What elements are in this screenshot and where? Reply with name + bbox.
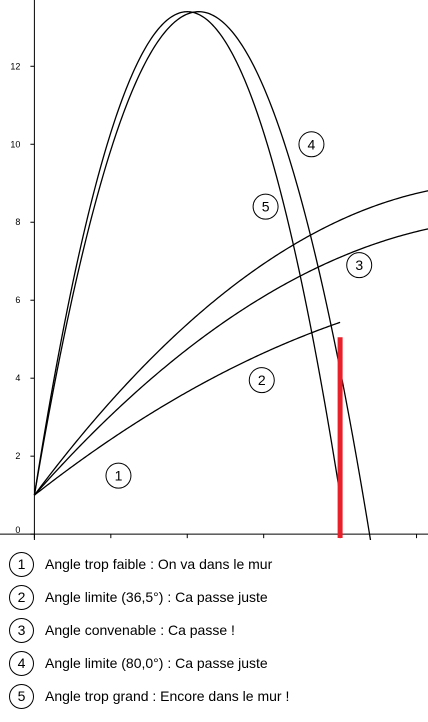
legend-item-5: 5 Angle trop grand : Encore dans le mur … (0, 680, 289, 712)
legend-number-circle: 3 (9, 617, 34, 643)
trajectory-3 (33, 190, 428, 496)
legend-number-circle: 1 (9, 551, 34, 577)
legend-text: Angle limite (80,0°) : Ca passe juste (45, 655, 268, 671)
legend-item-3: 3 Angle convenable : Ca passe ! (0, 614, 235, 646)
curve-label-3: 3 (355, 257, 363, 273)
legend-text: Angle convenable : Ca passe ! (45, 622, 235, 638)
curve-label-circle-1 (105, 462, 132, 489)
legend-text: Angle trop grand : Encore dans le mur ! (45, 688, 290, 704)
trajectory-5 (33, 11, 341, 496)
curve-label-5: 5 (262, 199, 270, 215)
y-tick-label: 12 (10, 61, 20, 71)
curve-label-circle-4 (298, 131, 325, 158)
trajectory-plot: 024681002468101212345 (0, 0, 428, 540)
y-tick-label: 4 (15, 373, 20, 383)
trajectory-4 (33, 11, 372, 540)
legend-number-circle: 2 (9, 584, 34, 610)
trajectory-1 (33, 321, 341, 496)
y-tick-label: 2 (15, 451, 20, 461)
legend-text: Angle limite (36,5°) : Ca passe juste (45, 589, 268, 605)
y-tick-label: 8 (15, 217, 20, 227)
curve-label-1: 1 (115, 468, 123, 484)
y-tick-label: 0 (15, 525, 20, 535)
curve-label-2: 2 (258, 372, 266, 388)
curve-label-circle-3 (346, 252, 373, 279)
legend-item-2: 2 Angle limite (36,5°) : Ca passe juste (0, 581, 268, 613)
legend-number-circle: 4 (9, 650, 34, 676)
legend-item-4: 4 Angle limite (80,0°) : Ca passe juste (0, 647, 268, 679)
legend-number-circle: 5 (9, 683, 34, 709)
y-tick-label: 10 (10, 139, 20, 149)
trajectory-2 (33, 228, 428, 496)
legend-text: Angle trop faible : On va dans le mur (45, 556, 273, 572)
curve-label-4: 4 (308, 136, 316, 152)
legend-item-1: 1 Angle trop faible : On va dans le mur (0, 548, 272, 580)
curve-label-circle-5 (252, 193, 279, 220)
curve-label-circle-2 (248, 367, 275, 394)
y-tick-label: 6 (15, 295, 20, 305)
